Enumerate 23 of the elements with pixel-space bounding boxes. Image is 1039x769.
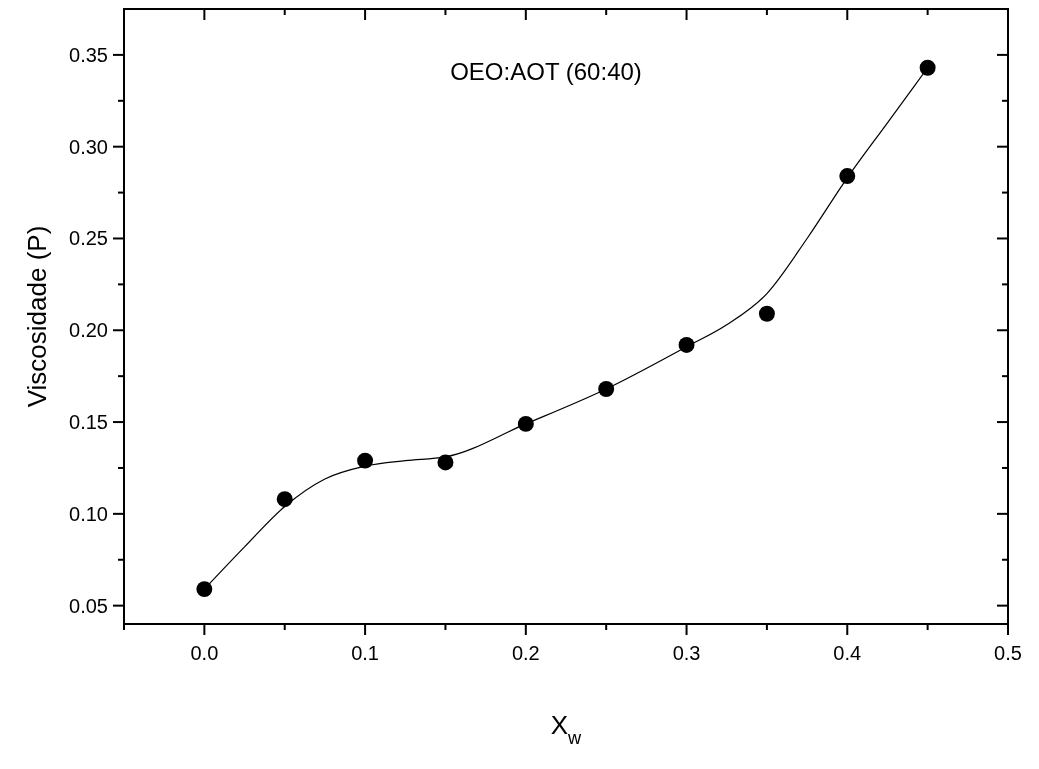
x-tick-label: 0.3 [672,642,701,664]
point [598,381,615,397]
y-tick-label: 0.25 [69,227,108,250]
point [196,581,213,598]
x-tick-label: 0.5 [994,642,1022,664]
y-tick-label: 0.05 [69,594,108,617]
point [758,305,775,322]
point [276,491,293,508]
x-axis-title: X$_{w}$ [550,710,583,748]
y-axis-title: Viscosidade (P) [22,225,52,408]
text: 0.0 [190,642,219,664]
point [437,454,454,471]
y-tick-label: 0.35 [69,43,108,66]
y-tick-label: 0.30 [69,135,108,158]
point [919,59,936,76]
y-tick-label: 0.10 [69,502,108,525]
y-tick-label: 0.15 [69,411,108,434]
x-tick-label: 0.1 [351,642,379,664]
x-tick-label: 0.4 [833,642,862,664]
point [357,452,374,469]
y-tick-label: 0.20 [69,319,108,342]
x-tick-label: 0.2 [511,642,540,664]
annotation: OEO:AOT (60:40) [450,58,642,85]
